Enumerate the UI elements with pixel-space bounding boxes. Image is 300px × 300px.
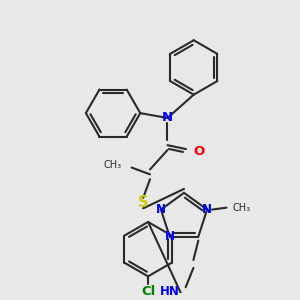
Text: CH₃: CH₃ <box>104 160 122 170</box>
Text: N: N <box>156 203 166 216</box>
Text: N: N <box>165 230 175 243</box>
Text: N: N <box>162 112 173 124</box>
Text: CH₃: CH₃ <box>232 202 250 213</box>
Text: O: O <box>194 146 205 158</box>
Text: S: S <box>138 195 148 210</box>
Text: Cl: Cl <box>141 285 155 298</box>
Text: N: N <box>202 203 212 216</box>
Text: HN: HN <box>160 285 180 298</box>
